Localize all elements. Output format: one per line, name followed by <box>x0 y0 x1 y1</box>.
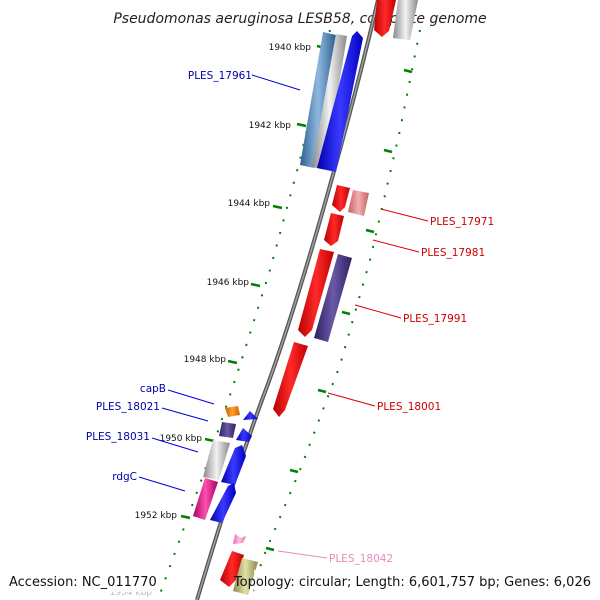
gene-capb[interactable] <box>225 406 240 417</box>
tick-label: 1946 kbp <box>207 278 250 288</box>
gene-label-ples-17971[interactable]: PLES_17971 <box>430 216 494 228</box>
leader-line <box>161 407 209 422</box>
tick-mark <box>204 437 215 443</box>
tick-mark <box>341 310 351 316</box>
tick-label: 1952 kbp <box>135 511 178 521</box>
gene-ples-17991-a[interactable] <box>298 249 334 337</box>
gene-ples-17981[interactable] <box>324 213 344 246</box>
gene-label-capb[interactable]: capB <box>140 383 166 395</box>
gene-ples-18021[interactable] <box>219 422 236 438</box>
genome-title: Pseudomonas aeruginosa LESB58, complete … <box>113 11 486 27</box>
leader-line <box>277 550 328 559</box>
tick-label: 1950 kbp <box>160 434 203 444</box>
gene-bottom-red[interactable] <box>220 551 244 587</box>
gene-ples-17961[interactable] <box>317 31 363 172</box>
tick-mark <box>250 282 261 288</box>
gene-top-gray[interactable] <box>393 0 418 40</box>
gene-ples-17961-a[interactable] <box>300 32 336 168</box>
gene-ples-18001[interactable] <box>273 342 308 417</box>
leader-line <box>354 304 402 319</box>
tick-mark <box>403 68 413 74</box>
tick-mark <box>180 514 191 520</box>
tick-mark <box>265 546 275 552</box>
gene-label-ples-18042[interactable]: PLES_18042 <box>329 553 393 565</box>
leader-line <box>372 239 420 253</box>
tick-mark <box>365 228 375 234</box>
leader-line <box>327 392 376 407</box>
leader-line <box>138 476 186 492</box>
gene-bottom-olive[interactable] <box>233 558 258 595</box>
tick-marks <box>180 44 413 552</box>
tick-mark <box>317 388 327 394</box>
gene-ples-18021-arrow[interactable] <box>236 428 252 442</box>
gene-ples-17971[interactable] <box>348 190 369 216</box>
gene-ples-17991[interactable] <box>314 254 352 342</box>
gene-label-ples-18001[interactable]: PLES_18001 <box>377 401 441 413</box>
tick-label: 1954 kbp <box>110 588 153 598</box>
tick-mark <box>383 148 393 154</box>
leader-line <box>380 208 429 222</box>
tick-mark <box>227 359 238 365</box>
tick-mark <box>296 122 307 128</box>
gene-label-ples-17981[interactable]: PLES_17981 <box>421 247 485 259</box>
genome-backbone-highlight <box>196 0 379 600</box>
tick-label: 1944 kbp <box>228 199 271 209</box>
gene-label-ples-17991[interactable]: PLES_17991 <box>403 313 467 325</box>
gene-ples-18031[interactable] <box>221 445 246 485</box>
tick-mark <box>289 468 299 474</box>
footer-topology: Topology: circular; Length: 6,601,757 bp… <box>233 575 591 590</box>
tick-mark <box>272 204 283 210</box>
gene-rdgc-a[interactable] <box>193 478 218 520</box>
gene-rdgc[interactable] <box>210 483 236 523</box>
footer-backdrop-left <box>4 570 154 592</box>
gene-label-ples-17961[interactable]: PLES_17961 <box>188 70 252 82</box>
gene-ples-17971-a[interactable] <box>332 185 350 212</box>
leader-line <box>151 437 199 453</box>
leader-line <box>251 74 301 91</box>
tick-label: 1940 kbp <box>269 43 312 53</box>
tick-label: 1948 kbp <box>184 355 227 365</box>
gene-capb-arrow[interactable] <box>243 411 258 420</box>
gene-ples-17961-b[interactable] <box>312 34 347 170</box>
footer-backdrop-right <box>254 570 596 592</box>
gene-ples-18042[interactable] <box>233 534 246 544</box>
tick-label: 1942 kbp <box>249 121 292 131</box>
gene-label-ples-18021[interactable]: PLES_18021 <box>96 401 160 413</box>
footer-accession: Accession: NC_011770 <box>9 575 157 590</box>
leader-line <box>167 389 215 405</box>
gene-label-ples-18031[interactable]: PLES_18031 <box>86 431 150 443</box>
gene-ples-18031-a[interactable] <box>203 440 230 480</box>
gene-label-rdgc[interactable]: rdgC <box>112 471 137 483</box>
gene-top-red[interactable] <box>374 0 396 37</box>
